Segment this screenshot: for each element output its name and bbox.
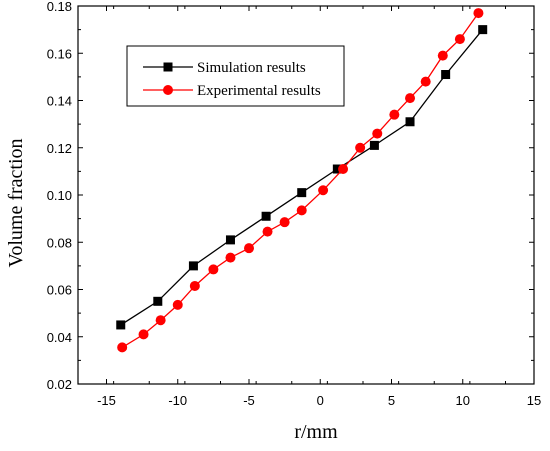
data-point bbox=[279, 217, 290, 228]
y-tick-label: 0.08 bbox=[47, 235, 72, 250]
legend-label: Simulation results bbox=[197, 60, 306, 76]
data-point bbox=[355, 142, 366, 153]
x-tick-label: -10 bbox=[168, 393, 187, 408]
data-point bbox=[208, 264, 219, 275]
x-tick-label: -5 bbox=[243, 393, 255, 408]
data-point bbox=[138, 329, 149, 340]
y-tick-label: 0.04 bbox=[47, 330, 72, 345]
data-point bbox=[405, 117, 415, 127]
data-point bbox=[473, 8, 484, 19]
series-1 bbox=[116, 25, 488, 330]
legend-marker bbox=[163, 85, 173, 95]
data-point bbox=[188, 261, 198, 271]
y-tick-label: 0.18 bbox=[47, 0, 72, 14]
series-layer bbox=[116, 8, 488, 353]
series-2 bbox=[117, 8, 484, 353]
data-point bbox=[117, 342, 128, 353]
data-point bbox=[332, 164, 342, 174]
data-point bbox=[153, 296, 163, 306]
legend-label: Experimental results bbox=[197, 83, 321, 99]
data-point bbox=[172, 299, 183, 310]
legend-box bbox=[126, 45, 345, 107]
data-point bbox=[318, 185, 329, 196]
y-tick-label: 0.06 bbox=[47, 283, 72, 298]
x-ticks: -15 -10 -5 0 5 10 15 bbox=[97, 6, 541, 408]
data-point bbox=[261, 211, 271, 221]
y-tick-label: 0.12 bbox=[47, 141, 72, 156]
x-tick-label: 10 bbox=[456, 393, 470, 408]
legend-item: Simulation results bbox=[143, 60, 306, 76]
data-point bbox=[296, 205, 307, 216]
x-tick-label: -15 bbox=[97, 393, 116, 408]
data-point bbox=[297, 188, 307, 198]
data-point bbox=[405, 93, 416, 104]
y-ticks: 0.02 0.04 0.06 0.08 0.10 0.12 0.14 0.16 0.18 bbox=[47, 0, 534, 392]
data-point bbox=[225, 235, 235, 245]
data-point bbox=[454, 34, 465, 45]
data-point bbox=[441, 70, 451, 80]
data-point bbox=[262, 226, 273, 237]
data-point bbox=[369, 140, 379, 150]
data-point bbox=[338, 164, 349, 175]
data-point bbox=[189, 280, 200, 291]
data-point bbox=[225, 252, 236, 263]
legend-marker bbox=[163, 62, 173, 72]
data-point bbox=[372, 128, 383, 139]
legend: Simulation results Experimental results bbox=[126, 45, 345, 107]
data-point bbox=[478, 25, 488, 35]
y-tick-label: 0.16 bbox=[47, 46, 72, 61]
y-axis-title: Volume fraction bbox=[5, 138, 27, 267]
y-tick-label: 0.14 bbox=[47, 94, 72, 109]
y-tick-label: 0.10 bbox=[47, 188, 72, 203]
legend-item: Experimental results bbox=[143, 83, 321, 99]
x-tick-label: 0 bbox=[317, 393, 324, 408]
x-axis-title: r/mm bbox=[294, 421, 338, 443]
data-point bbox=[437, 50, 448, 61]
data-point bbox=[389, 109, 400, 120]
y-tick-label: 0.02 bbox=[47, 377, 72, 392]
data-point bbox=[155, 315, 166, 326]
x-tick-label: 15 bbox=[527, 393, 541, 408]
data-point bbox=[420, 76, 431, 87]
data-point bbox=[116, 320, 126, 330]
data-point bbox=[244, 243, 254, 254]
x-tick-label: 5 bbox=[388, 393, 395, 408]
